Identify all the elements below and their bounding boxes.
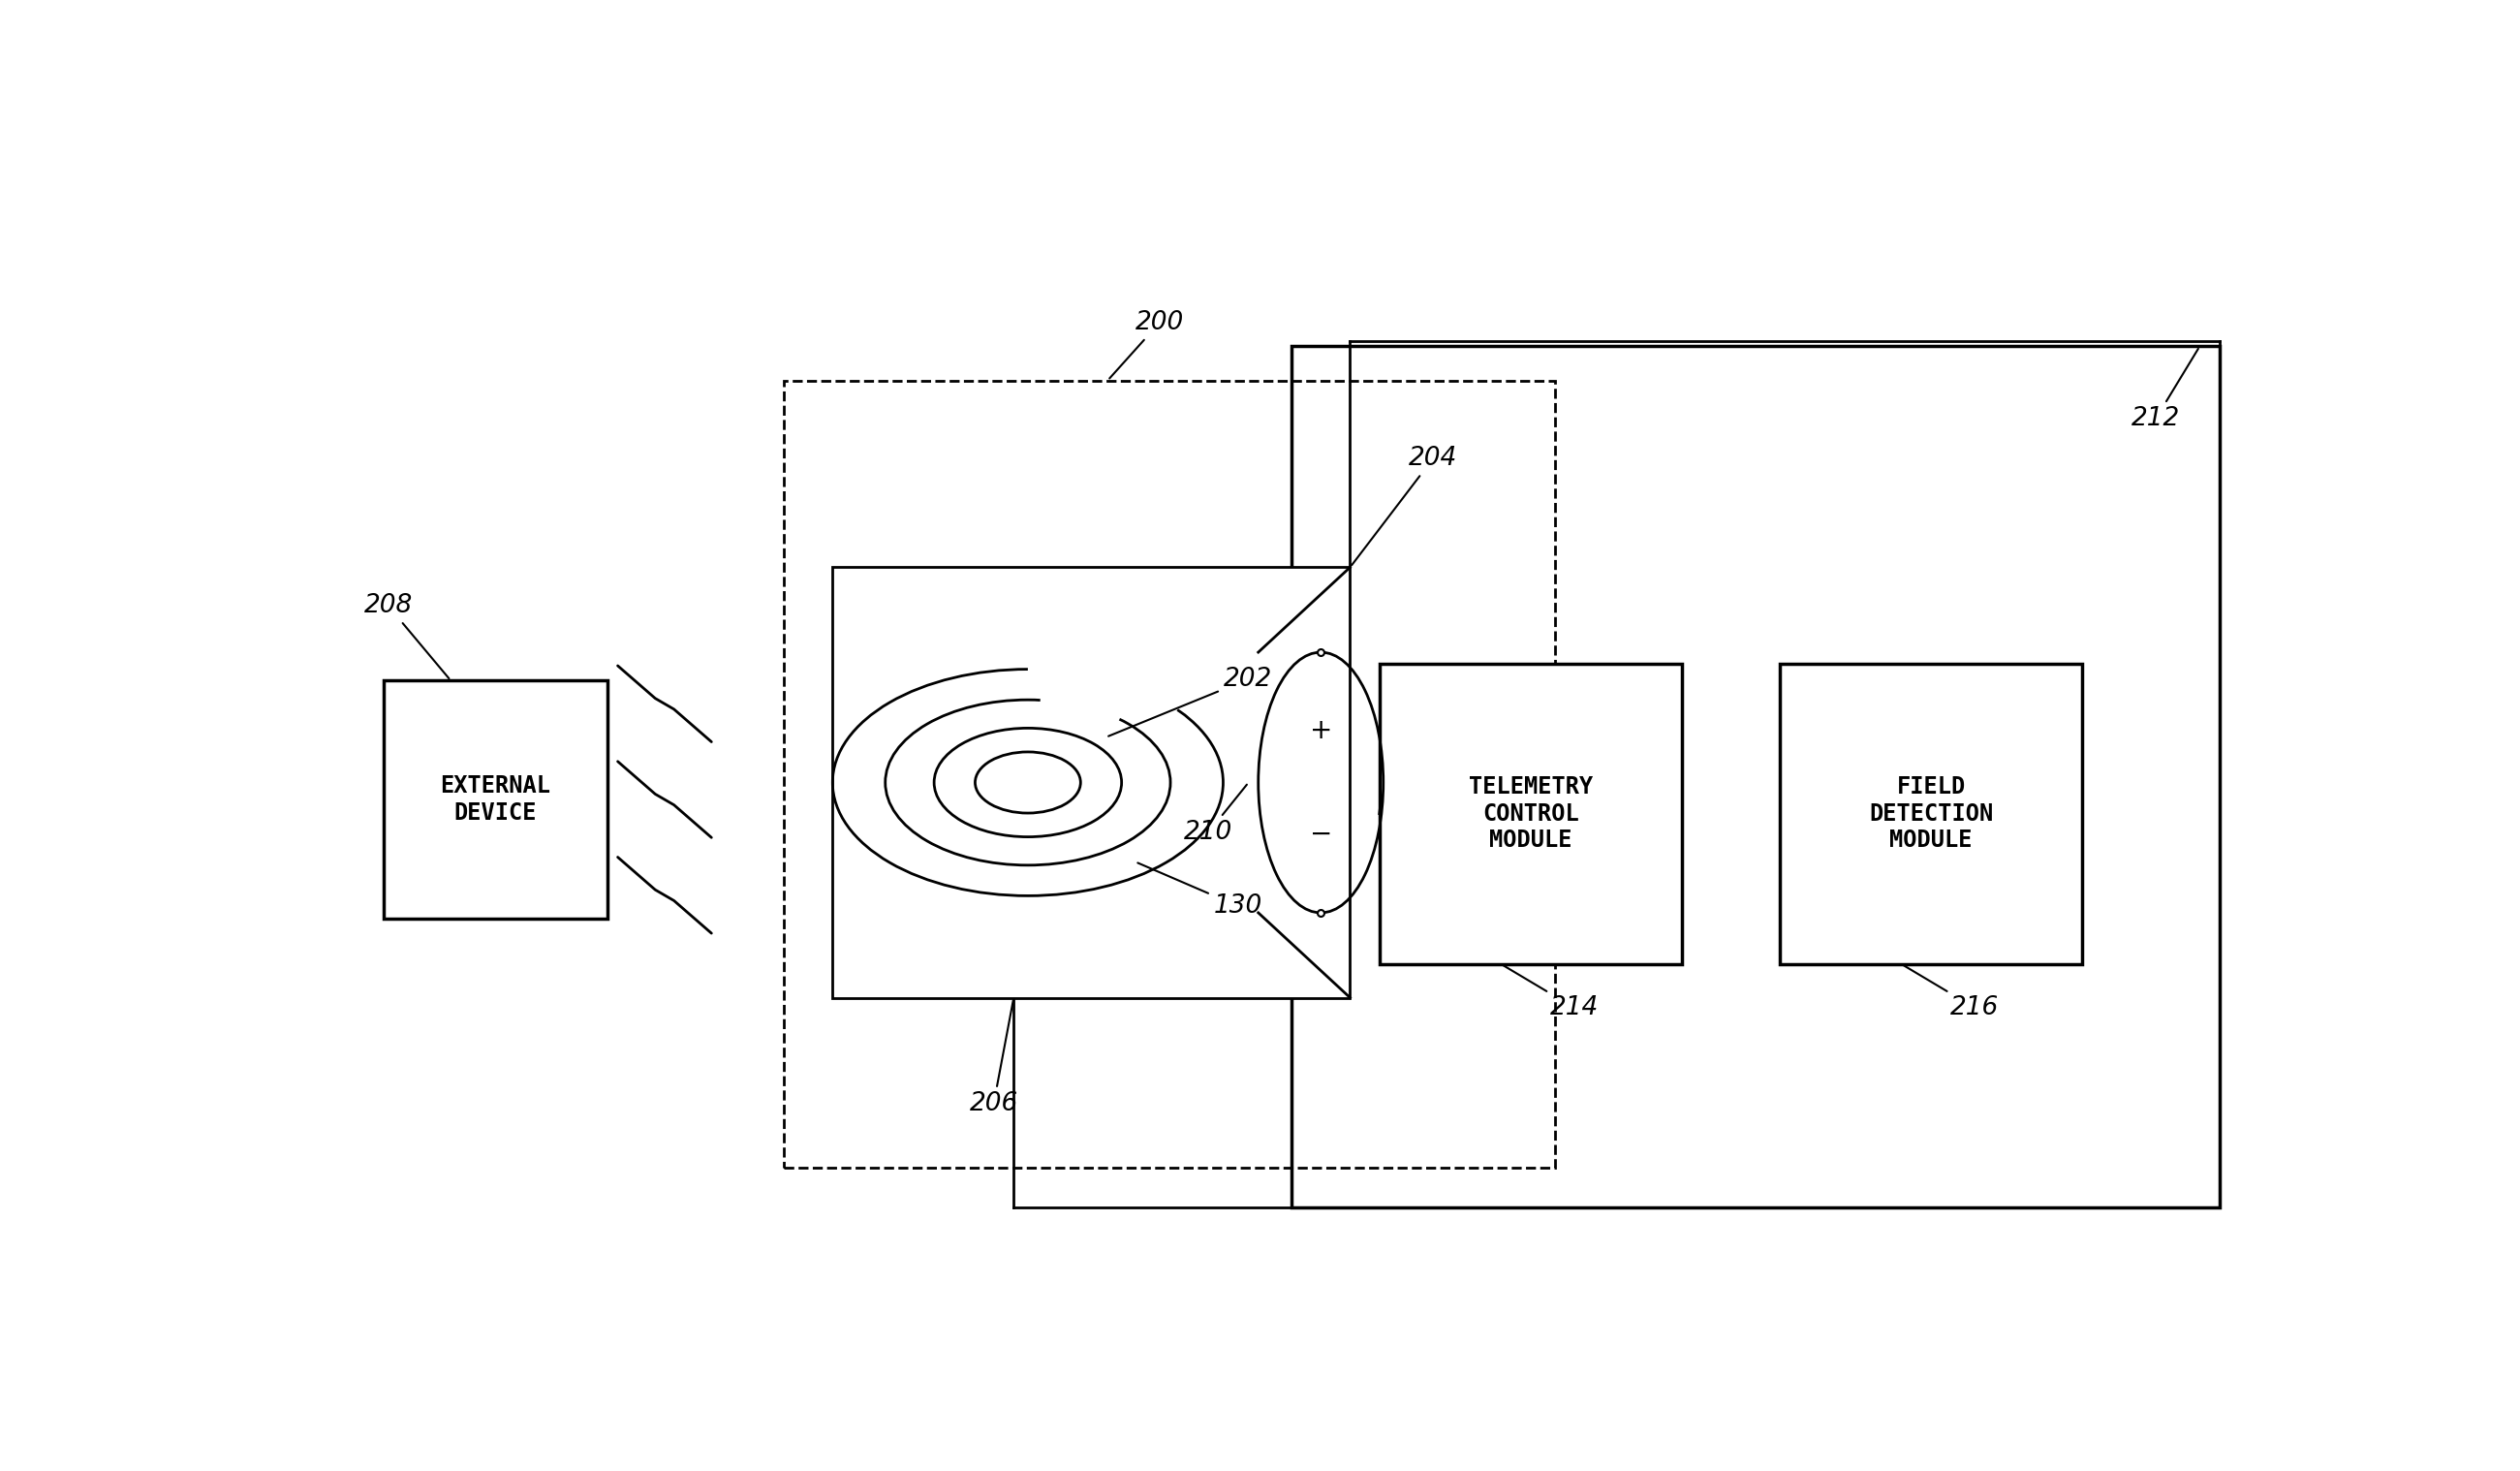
FancyBboxPatch shape	[1779, 663, 2082, 964]
Text: 204: 204	[1351, 446, 1457, 565]
Text: −: −	[1310, 821, 1333, 849]
FancyBboxPatch shape	[1378, 663, 1683, 964]
Text: 214: 214	[1502, 965, 1600, 1021]
Text: 210: 210	[1184, 784, 1247, 844]
FancyBboxPatch shape	[1293, 347, 2220, 1208]
Text: 212: 212	[2132, 349, 2197, 431]
Text: 208: 208	[363, 593, 449, 678]
Text: 202: 202	[1109, 666, 1273, 736]
Text: 130: 130	[1137, 863, 1263, 918]
Text: 206: 206	[970, 1000, 1018, 1116]
Text: EXTERNAL
DEVICE: EXTERNAL DEVICE	[441, 774, 552, 825]
Text: FIELD
DETECTION
MODULE: FIELD DETECTION MODULE	[1870, 775, 1993, 852]
FancyBboxPatch shape	[832, 568, 1351, 997]
Text: +: +	[1310, 716, 1333, 744]
Text: 216: 216	[1903, 965, 1998, 1021]
Text: 200: 200	[1109, 310, 1184, 378]
Text: TELEMETRY
CONTROL
MODULE: TELEMETRY CONTROL MODULE	[1469, 775, 1593, 852]
FancyBboxPatch shape	[383, 681, 607, 918]
